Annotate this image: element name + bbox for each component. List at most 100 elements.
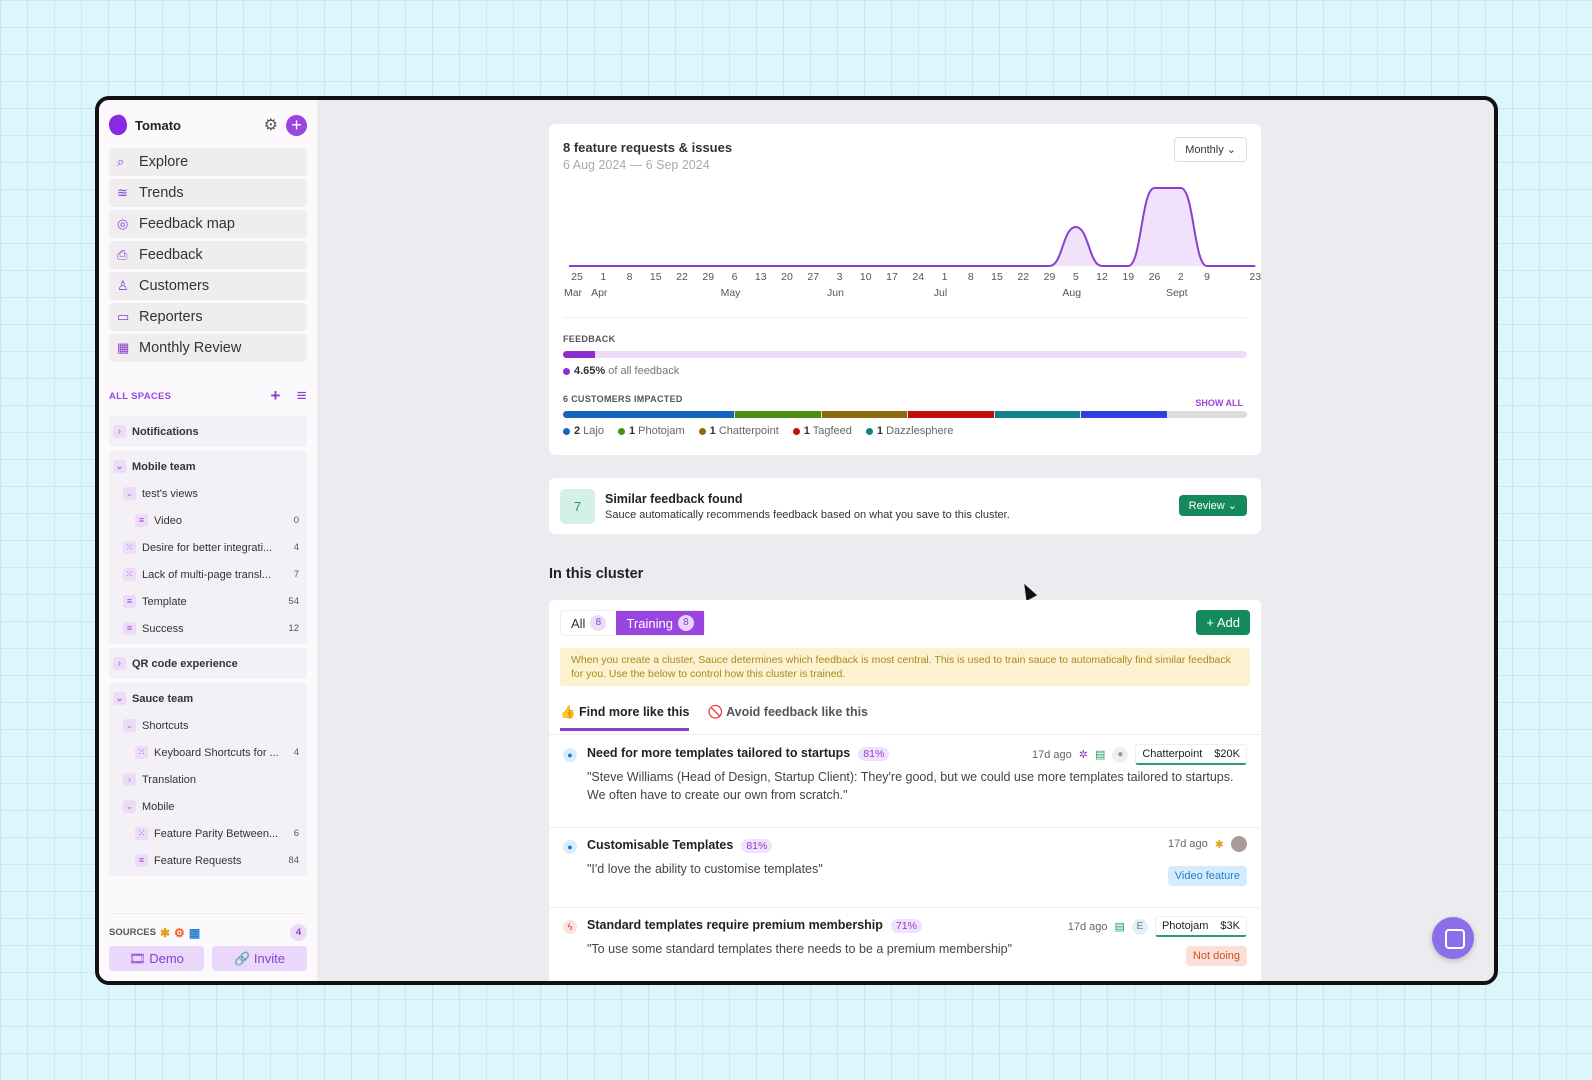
sources-count: 4 <box>290 924 307 941</box>
space-item[interactable]: ≡ Template 54 <box>109 588 307 615</box>
space-group: › Notifications <box>109 416 307 447</box>
x-tick-label: 1 <box>600 271 606 283</box>
legend-item[interactable]: 1 Photojam <box>617 425 685 437</box>
legend-name: Photojam <box>638 425 685 437</box>
similar-title: Similar feedback found <box>605 492 743 506</box>
space-item-label: Desire for better integrati... <box>142 541 273 554</box>
x-tick-label: 12 <box>1096 271 1108 283</box>
sidebar-item-explore[interactable]: ⌕ Explore <box>109 148 307 176</box>
chevron-right-icon[interactable]: › <box>123 773 136 786</box>
space-item[interactable]: › Notifications <box>109 418 307 445</box>
month-label: Mar <box>564 287 583 299</box>
sources[interactable]: SOURCES ✱ ⚙ ▦ 4 <box>109 913 307 941</box>
training-note: When you create a cluster, Sauce determi… <box>560 648 1250 686</box>
review-button[interactable]: Review ⌄ <box>1178 495 1247 516</box>
chevron-down-icon[interactable]: ⌄ <box>123 719 136 732</box>
chat-launcher-button[interactable] <box>1432 917 1474 959</box>
invite-label: Invite <box>253 951 285 966</box>
tab-training[interactable]: Training 8 <box>616 611 704 635</box>
chevron-down-icon[interactable]: ⌄ <box>113 692 126 705</box>
space-group: ⌄ Sauce team ⌄ Shortcuts ⁙ Keyboard Shortcuts… <box>109 683 307 876</box>
cluster-icon: ⁙ <box>123 568 136 581</box>
space-item[interactable]: ≡ Feature Requests 84 <box>109 847 307 874</box>
chevron-down-icon[interactable]: ⌄ <box>123 800 136 813</box>
customer-chip[interactable]: Photojam $3K <box>1154 916 1247 937</box>
month-label: Jul <box>934 287 947 299</box>
legend-item[interactable]: 1 Tagfeed <box>792 425 852 437</box>
new-button[interactable]: + <box>286 114 307 136</box>
tab-all[interactable]: All 8 <box>561 611 616 635</box>
customer-segment <box>563 411 734 418</box>
space-item[interactable]: › Translation <box>109 766 307 793</box>
chevron-down-icon[interactable]: ⌄ <box>113 460 126 473</box>
space-label: QR code experience <box>132 657 238 670</box>
review-label: Review <box>1188 500 1225 512</box>
sidebar-item-customers[interactable]: ♙ Customers <box>109 272 307 300</box>
chevron-right-icon[interactable]: › <box>113 657 126 670</box>
nav-label: Explore <box>139 154 189 170</box>
feedback-item[interactable]: ● Customisable Templates 81% "I'd love th… <box>549 828 1261 908</box>
x-tick-label: 13 <box>755 271 767 283</box>
space-label: Mobile team <box>132 460 196 473</box>
space-item[interactable]: ⌄ Sauce team <box>109 685 307 712</box>
feedback-share-bar <box>563 351 1247 358</box>
x-tick-label: 15 <box>650 271 662 283</box>
x-tick-label: 22 <box>676 271 688 283</box>
feedback-pct: 4.65% <box>574 365 606 377</box>
cluster-icon: ⁙ <box>123 541 136 554</box>
mouse-cursor <box>1018 581 1038 601</box>
tab-avoid[interactable]: 🚫 Avoid feedback like this <box>707 705 869 719</box>
workspace-name[interactable]: Tomato <box>135 117 181 133</box>
space-item[interactable]: ⁙ Keyboard Shortcuts for ... 4 <box>109 739 307 766</box>
tag-video-feature[interactable]: Video feature <box>1167 866 1247 886</box>
similar-desc: Sauce automatically recommends feedback … <box>605 509 1010 521</box>
gear-icon[interactable]: ⚙ <box>263 117 278 134</box>
customer-chip[interactable]: Chatterpoint $20K <box>1135 744 1247 765</box>
space-item-label: Video <box>154 514 182 527</box>
sidebar-item-monthly-review[interactable]: ▦ Monthly Review <box>109 334 307 362</box>
feedback-item[interactable]: ϟ Standard templates require premium mem… <box>549 908 1261 981</box>
sidebar-item-feedback[interactable]: ⎙ Feedback <box>109 241 307 269</box>
period-select[interactable]: Monthly ⌄ <box>1174 137 1247 162</box>
sidebar-item-reporters[interactable]: ▭ Reporters <box>109 303 307 331</box>
feedback-share: 4.65% of all feedback <box>563 365 679 377</box>
tab-find-more[interactable]: 👍 Find more like this <box>560 705 690 731</box>
space-item[interactable]: ≡ Success 12 <box>109 615 307 642</box>
menu-icon[interactable]: ≡ <box>296 386 307 405</box>
filter-icon: ≡ <box>135 854 148 867</box>
legend-count: 1 <box>876 425 884 437</box>
legend-item[interactable]: 1 Chatterpoint <box>698 425 779 437</box>
demo-button[interactable]: 🎞 Demo <box>109 946 204 971</box>
add-button[interactable]: + Add <box>1196 610 1250 635</box>
chevron-down-icon[interactable]: ⌄ <box>123 487 136 500</box>
x-tick-label: 10 <box>860 271 872 283</box>
feedback-item[interactable]: ● Need for more templates tailored to st… <box>549 736 1261 828</box>
space-item[interactable]: › QR code experience <box>109 650 307 677</box>
bolt-icon: ϟ <box>563 920 577 934</box>
chevron-right-icon[interactable]: › <box>113 425 126 438</box>
add-space-icon[interactable]: + <box>270 386 281 405</box>
space-item[interactable]: ⁙ Feature Parity Between... 6 <box>109 820 307 847</box>
space-item[interactable]: ⌄ Mobile <box>109 793 307 820</box>
slack-icon: ✱ <box>159 925 171 940</box>
show-all-link[interactable]: SHOW ALL <box>1195 398 1243 408</box>
sidebar-item-trends[interactable]: ≊ Trends <box>109 179 307 207</box>
x-tick-label: 22 <box>1017 271 1029 283</box>
space-item[interactable]: ⌄ Mobile team <box>109 453 307 480</box>
filter-icon: ≡ <box>123 595 136 608</box>
sidebar-item-feedback-map[interactable]: ◎ Feedback map <box>109 210 307 238</box>
status-not-doing[interactable]: Not doing <box>1185 946 1247 966</box>
space-item[interactable]: ⁙ Desire for better integrati... 4 <box>109 534 307 561</box>
space-item[interactable]: ⁙ Lack of multi-page transl... 7 <box>109 561 307 588</box>
date-range: 6 Aug 2024 — 6 Sep 2024 <box>563 158 710 172</box>
invite-button[interactable]: 🔗 Invite <box>212 946 307 971</box>
series-line <box>569 187 1256 267</box>
space-item[interactable]: ⌄ Shortcuts <box>109 712 307 739</box>
space-item[interactable]: ⌄ test's views <box>109 480 307 507</box>
legend-item[interactable]: 1 Dazzlesphere <box>865 425 953 437</box>
space-item-count: 0 <box>293 515 299 526</box>
similar-feedback-card: 7 Similar feedback found Sauce automatic… <box>549 478 1261 534</box>
space-item-label: Translation <box>142 773 197 786</box>
legend-item[interactable]: 2 Lajo <box>563 425 604 437</box>
space-item[interactable]: ≡ Video 0 <box>109 507 307 534</box>
